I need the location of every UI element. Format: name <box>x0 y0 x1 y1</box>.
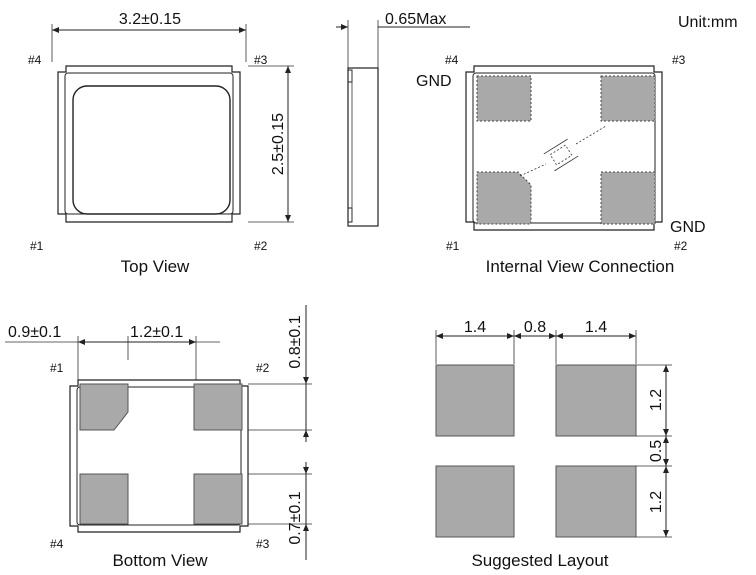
unit-label: Unit:mm <box>678 14 738 31</box>
bottom-pin-4: #4 <box>50 537 64 551</box>
layout-pad-bottom-left <box>435 465 515 538</box>
top-pin-2: #2 <box>254 239 268 253</box>
top-view: 3.2±0.15 2.5±0.15 #4 #3 #1 #2 Top View <box>28 11 294 276</box>
internal-pin-2: #2 <box>674 239 688 253</box>
bottom-dim-right-bottom: 0.7±0.1 <box>287 491 304 544</box>
top-lid <box>72 85 231 215</box>
top-pin-4: #4 <box>28 53 42 67</box>
bottom-view-caption: Bottom View <box>112 551 208 570</box>
internal-pin-4: #4 <box>445 53 459 67</box>
bottom-pin-1: #1 <box>50 361 64 375</box>
internal-pad-4 <box>476 75 532 122</box>
top-pin-3: #3 <box>254 53 268 67</box>
bottom-pin-3: #3 <box>256 537 270 551</box>
internal-view-caption: Internal View Connection <box>486 257 675 276</box>
top-height-dim: 2.5±0.15 <box>270 113 287 175</box>
top-pin-1: #1 <box>30 239 44 253</box>
bottom-dim-left: 0.9±0.1 <box>8 324 61 341</box>
internal-pad-3 <box>600 75 656 122</box>
side-view: 0.65Max <box>336 11 470 227</box>
bottom-pad-3 <box>193 473 243 525</box>
internal-gnd-top: GND <box>416 73 452 90</box>
layout-pad-top-left <box>435 364 515 437</box>
layout-dim-pad-h2: 1.2 <box>648 491 665 513</box>
layout-dim-pad-h1: 1.2 <box>648 389 665 411</box>
internal-pin-3: #3 <box>672 53 686 67</box>
suggested-layout: 1.4 0.8 1.4 1.2 0.5 1.2 Suggested Layout <box>435 319 672 570</box>
side-body <box>347 67 379 227</box>
internal-pad-2 <box>600 171 656 225</box>
internal-pad-1 <box>476 171 532 225</box>
layout-pad-bottom-right <box>555 465 637 538</box>
bottom-pad-4 <box>79 473 129 525</box>
internal-view: #4 GND #3 GND #1 #2 Internal View Connec… <box>416 53 706 276</box>
layout-dim-pad-w1: 1.4 <box>464 319 486 336</box>
bottom-pad-1 <box>79 383 129 431</box>
top-view-caption: Top View <box>121 257 190 276</box>
layout-dim-pad-w2: 1.4 <box>585 319 607 336</box>
top-width-dim: 3.2±0.15 <box>119 11 181 28</box>
suggested-layout-caption: Suggested Layout <box>471 551 608 570</box>
layout-dim-vgap: 0.5 <box>648 440 665 462</box>
bottom-dim-right-top: 0.8±0.1 <box>287 315 304 368</box>
internal-pin-1: #1 <box>446 239 460 253</box>
layout-dim-gap: 0.8 <box>524 319 546 336</box>
internal-gnd-bottom: GND <box>670 219 706 236</box>
side-thickness-dim: 0.65Max <box>385 11 446 28</box>
bottom-pin-2: #2 <box>256 361 270 375</box>
bottom-pad-2 <box>193 383 243 431</box>
bottom-view: 0.9±0.1 1.2±0.1 0.8±0.1 0.7±0.1 #1 #2 #4… <box>5 305 312 570</box>
layout-pad-top-right <box>555 364 637 437</box>
bottom-dim-mid: 1.2±0.1 <box>130 324 183 341</box>
